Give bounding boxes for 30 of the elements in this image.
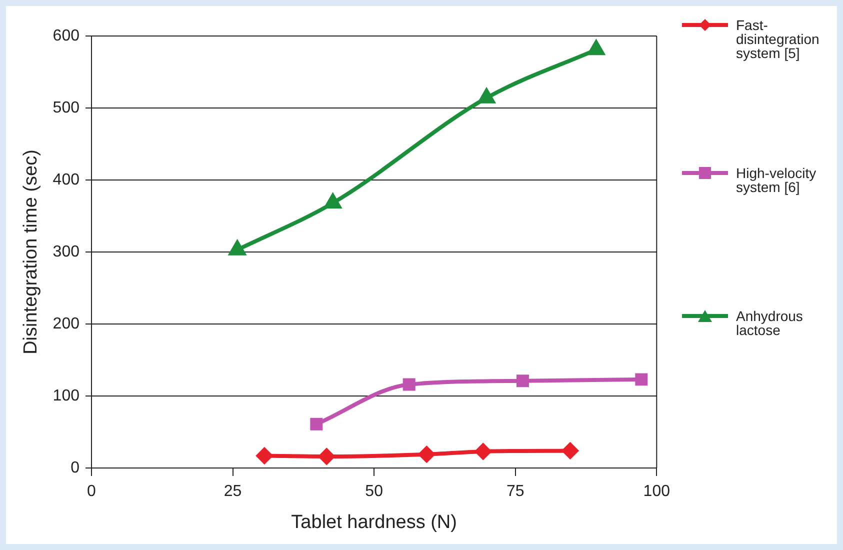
- x-tick-label: 50: [365, 483, 384, 500]
- x-tick-label: 75: [506, 483, 524, 500]
- point: [310, 418, 323, 430]
- y-tick-label: 400: [52, 171, 80, 188]
- point: [478, 88, 495, 104]
- x-tick-label: 100: [643, 483, 670, 500]
- point: [324, 194, 341, 209]
- y-tick-label: 100: [52, 387, 80, 404]
- x-tick-label: 0: [87, 483, 96, 500]
- point: [562, 442, 578, 459]
- point: [318, 448, 335, 464]
- x-axis-title: Tablet hardness (N): [291, 512, 457, 533]
- y-tick-label: 600: [52, 27, 80, 44]
- point: [516, 374, 529, 388]
- point: [588, 40, 604, 56]
- point: [229, 240, 246, 256]
- point: [256, 448, 272, 464]
- point: [475, 443, 492, 460]
- legend-label: Anhydrous lactose: [736, 308, 804, 338]
- y-tick-label: 200: [52, 315, 80, 332]
- y-tick-label: 300: [52, 243, 80, 260]
- legend-label: Fast-disintegration system [5]: [736, 17, 820, 61]
- y-axis-title: Disintegration time (sec): [20, 150, 42, 354]
- point: [418, 446, 435, 462]
- point: [402, 378, 416, 391]
- y-tick-label: 0: [70, 459, 80, 476]
- legend-label: High-velocity system [6]: [736, 165, 818, 195]
- point: [635, 373, 648, 386]
- y-tick-label: 500: [52, 99, 80, 116]
- x-tick-label: 25: [224, 483, 242, 500]
